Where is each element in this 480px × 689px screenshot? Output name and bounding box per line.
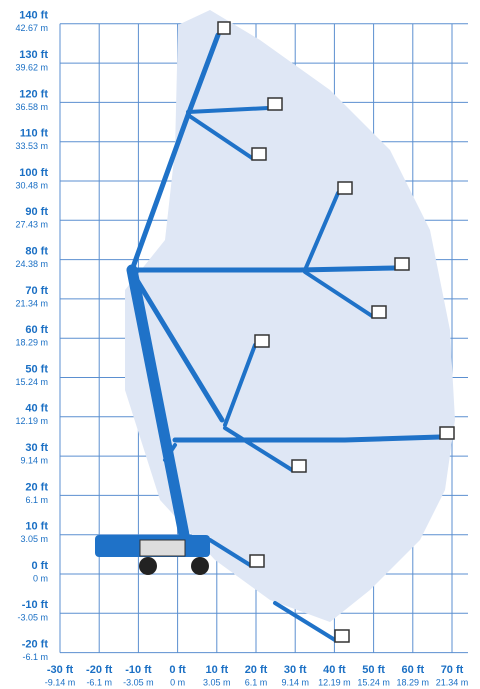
x-label-ft: -10 ft (125, 664, 152, 676)
y-label-ft: 100 ft (19, 167, 48, 179)
y-label-m: 3.05 m (20, 534, 48, 544)
y-label-m: 6.1 m (25, 495, 48, 505)
x-label-m: 18.29 m (397, 677, 430, 687)
chassis (95, 535, 210, 575)
y-label-m: 33.53 m (15, 141, 48, 151)
y-label-m: 9.14 m (20, 455, 48, 465)
x-label-ft: 70 ft (441, 664, 464, 676)
y-label-ft: 120 ft (19, 88, 48, 100)
y-label-ft: 90 ft (25, 206, 48, 218)
x-label-ft: 20 ft (245, 664, 268, 676)
y-label-m: 39.62 m (15, 62, 48, 72)
x-label-m: -9.14 m (45, 677, 76, 687)
y-label-m: 30.48 m (15, 180, 48, 190)
x-label-ft: -30 ft (47, 664, 74, 676)
x-label-m: 3.05 m (203, 677, 231, 687)
y-label-ft: 50 ft (25, 363, 48, 375)
y-label-m: 12.19 m (15, 416, 48, 426)
y-label-m: 0 m (33, 573, 48, 583)
x-label-ft: 50 ft (362, 664, 385, 676)
y-label-m: 21.34 m (15, 298, 48, 308)
x-label-m: 21.34 m (436, 677, 469, 687)
y-label-ft: 130 ft (19, 49, 48, 61)
x-label-ft: 30 ft (284, 664, 307, 676)
y-label-ft: 140 ft (19, 10, 48, 22)
y-label-m: 24.38 m (15, 259, 48, 269)
x-label-ft: 10 ft (205, 664, 228, 676)
x-label-m: 9.14 m (281, 677, 309, 687)
y-label-ft: 60 ft (25, 324, 48, 336)
y-label-ft: 10 ft (25, 521, 48, 533)
platforms (217, 21, 455, 643)
y-label-m: 18.29 m (15, 338, 48, 348)
y-label-ft: 0 ft (32, 560, 49, 572)
y-label-m: -6.1 m (22, 652, 48, 662)
x-label-ft: 0 ft (169, 664, 186, 676)
x-label-m: 15.24 m (357, 677, 390, 687)
y-label-m: 15.24 m (15, 377, 48, 387)
y-label-m: 42.67 m (15, 23, 48, 33)
boom-positions (126, 32, 443, 642)
y-label-ft: -20 ft (22, 639, 49, 651)
y-label-ft: 20 ft (25, 481, 48, 493)
x-label-m: -6.1 m (86, 677, 112, 687)
y-label-ft: 40 ft (25, 403, 48, 415)
y-label-ft: 110 ft (20, 128, 48, 140)
x-label-m: -3.05 m (123, 677, 154, 687)
y-label-ft: -10 ft (22, 599, 49, 611)
y-label-m: 36.58 m (15, 102, 48, 112)
y-label-ft: 70 ft (25, 285, 48, 297)
work-envelope (125, 10, 455, 622)
x-label-m: 12.19 m (318, 677, 351, 687)
y-label-ft: 80 ft (25, 246, 48, 258)
y-label-m: 27.43 m (15, 220, 48, 230)
x-label-m: 0 m (170, 677, 185, 687)
y-label-ft: 30 ft (25, 442, 48, 454)
x-label-m: 6.1 m (245, 677, 268, 687)
x-label-ft: 60 ft (401, 664, 424, 676)
y-label-m: -3.05 m (17, 613, 48, 623)
x-label-ft: 40 ft (323, 664, 346, 676)
x-label-ft: -20 ft (86, 664, 113, 676)
